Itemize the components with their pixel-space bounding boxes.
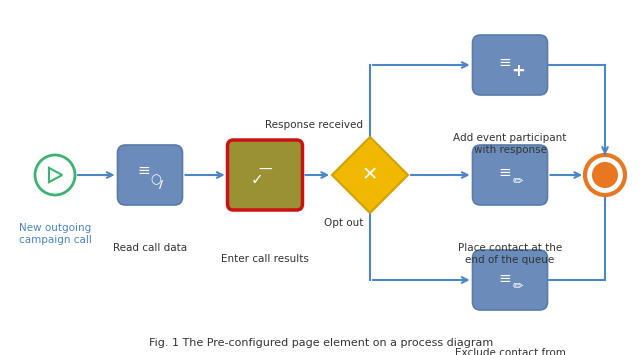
Text: Add event participant
with response: Add event participant with response	[453, 133, 567, 154]
Text: Enter call results: Enter call results	[221, 254, 309, 264]
Text: Place contact at the
end of the queue: Place contact at the end of the queue	[458, 243, 562, 264]
Circle shape	[585, 155, 625, 195]
Text: —: —	[258, 163, 272, 177]
Text: Fig. 1 The Pre-configured page element on a process diagram: Fig. 1 The Pre-configured page element o…	[149, 338, 493, 348]
Text: /: /	[159, 180, 163, 190]
Text: ✏: ✏	[513, 280, 523, 294]
Text: ≡: ≡	[499, 165, 512, 180]
Text: Read call data: Read call data	[113, 243, 187, 253]
FancyBboxPatch shape	[473, 145, 548, 205]
Text: ✏: ✏	[513, 175, 523, 189]
Text: ✓: ✓	[250, 173, 263, 187]
FancyBboxPatch shape	[227, 140, 302, 210]
FancyBboxPatch shape	[117, 145, 182, 205]
Text: ≡: ≡	[499, 271, 512, 285]
Circle shape	[35, 155, 75, 195]
Circle shape	[593, 163, 617, 187]
Text: ≡: ≡	[499, 55, 512, 71]
Text: Opt out: Opt out	[324, 218, 363, 228]
Polygon shape	[332, 137, 408, 213]
FancyBboxPatch shape	[473, 250, 548, 310]
Text: +: +	[511, 62, 525, 80]
FancyBboxPatch shape	[473, 35, 548, 95]
Text: Response received: Response received	[265, 120, 363, 130]
Text: ○: ○	[151, 174, 161, 186]
Text: ≡: ≡	[137, 164, 150, 179]
Text: Exclude contact from
marketing
communications: Exclude contact from marketing communica…	[455, 348, 566, 355]
Text: ✕: ✕	[362, 165, 378, 185]
Text: New outgoing
campaign call: New outgoing campaign call	[19, 223, 91, 245]
